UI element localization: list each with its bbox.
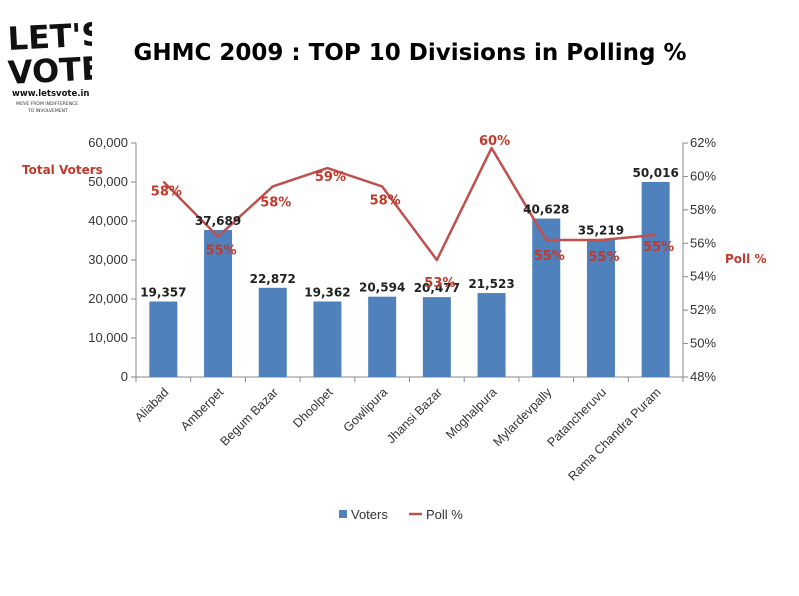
y2-tick-label: 62% — [690, 135, 716, 150]
legend-poll-label: Poll % — [426, 507, 463, 522]
bar-value-label: 19,362 — [304, 285, 350, 299]
logo-tagline2: TO INVOLVEMENT — [27, 108, 68, 114]
y-tick-label: 0 — [121, 369, 128, 384]
x-tick-label: Moghalpura — [443, 385, 500, 442]
chart-legend: Voters Poll % — [339, 507, 463, 522]
bar-amberpet — [204, 230, 233, 377]
logo-line2: VOTE — [7, 49, 92, 92]
logo-line1: LET'S — [7, 15, 92, 58]
bar-value-label: 20,477 — [414, 281, 460, 295]
x-tick-label: Gowlipura — [341, 385, 391, 435]
bar-value-label: 50,016 — [632, 166, 678, 180]
bar-jhansi-bazar — [422, 297, 451, 377]
y2-tick-label: 52% — [690, 302, 716, 317]
poll-value-label: 58% — [370, 193, 401, 208]
legend-voters-swatch — [339, 510, 347, 518]
y-tick-label: 30,000 — [88, 252, 128, 267]
bar-begum-bazar — [258, 287, 287, 377]
bar-value-label: 37,689 — [195, 214, 241, 228]
poll-value-label: 60% — [479, 134, 510, 149]
y-tick-label: 10,000 — [88, 330, 128, 345]
y2-axis-title: Poll % — [725, 252, 766, 266]
x-tick-label: Dhoolpet — [290, 385, 336, 431]
x-tick-label: Aliabad — [132, 385, 171, 424]
poll-value-label: 55% — [588, 250, 619, 265]
y2-tick-label: 56% — [690, 235, 716, 250]
bar-aliabad — [149, 301, 178, 377]
bar-value-label: 21,523 — [468, 277, 514, 291]
chart-title: GHMC 2009 : TOP 10 Divisions in Polling … — [133, 40, 687, 66]
y2-tick-label: 54% — [690, 269, 716, 284]
bar-gowlipura — [368, 296, 397, 377]
data-labels: 19,357 37,689 22,872 19,362 20,594 20,477 21,5… — [140, 134, 679, 299]
x-tick-label: Rama Chandra Puram — [565, 385, 663, 483]
bar-rama-chandra-puram — [641, 181, 670, 377]
bar-moghalpura — [477, 293, 506, 377]
y-tick-label: 50,000 — [88, 174, 128, 189]
logo-tagline1: MOVE FROM INDIFFERENCE — [16, 101, 78, 107]
y-axis-title: Total Voters — [22, 163, 103, 177]
chart-axes: 0 10,000 20,000 30,000 40,000 50,000 60,000 48%… — [88, 135, 716, 484]
poll-line — [162, 146, 656, 262]
legend-voters-label: Voters — [351, 507, 388, 522]
bar-value-label: 20,594 — [359, 281, 405, 295]
bar-value-label: 22,872 — [250, 272, 296, 286]
y2-tick-label: 58% — [690, 202, 716, 217]
bar-dhoolpet — [313, 301, 342, 377]
voters-bars — [149, 181, 670, 377]
x-tick-label: Amberpet — [178, 385, 227, 434]
bar-value-label: 40,628 — [523, 203, 569, 217]
bar-mylardevpally — [532, 218, 561, 377]
poll-value-label: 58% — [151, 184, 182, 199]
y-tick-label: 20,000 — [88, 291, 128, 306]
bar-patancheruvu — [586, 239, 615, 377]
letsvote-logo: LET'S VOTE www.letsvote.in MOVE FROM IND… — [7, 15, 92, 114]
poll-value-label: 55% — [643, 240, 674, 255]
y2-tick-label: 50% — [690, 336, 716, 351]
y2-tick-label: 48% — [690, 369, 716, 384]
x-tick-label: Jhansi Bazar — [384, 385, 445, 446]
poll-series-line — [162, 146, 656, 262]
y2-tick-label: 60% — [690, 168, 716, 183]
poll-value-label: 55% — [205, 244, 236, 259]
poll-value-label: 55% — [534, 249, 565, 264]
y-tick-label: 40,000 — [88, 213, 128, 228]
bar-value-label: 19,357 — [140, 286, 186, 300]
y-tick-label: 60,000 — [88, 135, 128, 150]
logo-url: www.letsvote.in — [12, 89, 89, 99]
poll-value-label: 59% — [315, 170, 346, 185]
poll-value-label: 53% — [424, 276, 455, 291]
x-tick-label: Begum Bazar — [217, 385, 280, 448]
bar-value-label: 35,219 — [578, 224, 624, 238]
poll-value-label: 58% — [260, 195, 291, 210]
